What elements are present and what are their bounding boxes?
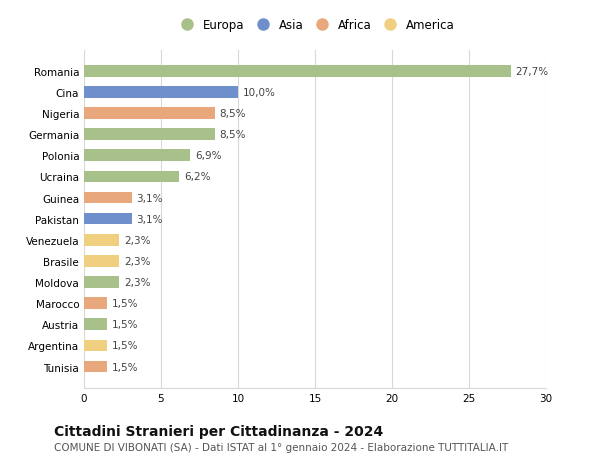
Bar: [84, 213, 132, 225]
Text: 3,1%: 3,1%: [136, 214, 163, 224]
Text: 2,3%: 2,3%: [124, 235, 151, 245]
Text: 1,5%: 1,5%: [112, 319, 138, 330]
Bar: [84, 256, 119, 267]
Bar: [84, 298, 107, 309]
Text: Cittadini Stranieri per Cittadinanza - 2024: Cittadini Stranieri per Cittadinanza - 2…: [54, 425, 383, 438]
Text: 3,1%: 3,1%: [136, 193, 163, 203]
Text: 1,5%: 1,5%: [112, 298, 138, 308]
Text: 1,5%: 1,5%: [112, 362, 138, 372]
Text: 1,5%: 1,5%: [112, 341, 138, 351]
Bar: [84, 129, 215, 140]
Bar: [84, 192, 132, 204]
Bar: [84, 235, 119, 246]
Text: 6,9%: 6,9%: [195, 151, 221, 161]
Text: 2,3%: 2,3%: [124, 256, 151, 266]
Text: 2,3%: 2,3%: [124, 277, 151, 287]
Text: 10,0%: 10,0%: [242, 88, 275, 98]
Text: 6,2%: 6,2%: [184, 172, 211, 182]
Bar: [84, 108, 215, 120]
Bar: [84, 171, 179, 183]
Bar: [84, 361, 107, 373]
Bar: [84, 150, 190, 162]
Bar: [84, 277, 119, 288]
Bar: [84, 66, 511, 78]
Bar: [84, 87, 238, 99]
Bar: [84, 319, 107, 330]
Text: 8,5%: 8,5%: [220, 130, 246, 140]
Text: 8,5%: 8,5%: [220, 109, 246, 119]
Bar: [84, 340, 107, 352]
Text: 27,7%: 27,7%: [515, 67, 548, 77]
Legend: Europa, Asia, Africa, America: Europa, Asia, Africa, America: [172, 16, 458, 36]
Text: COMUNE DI VIBONATI (SA) - Dati ISTAT al 1° gennaio 2024 - Elaborazione TUTTITALI: COMUNE DI VIBONATI (SA) - Dati ISTAT al …: [54, 442, 508, 452]
